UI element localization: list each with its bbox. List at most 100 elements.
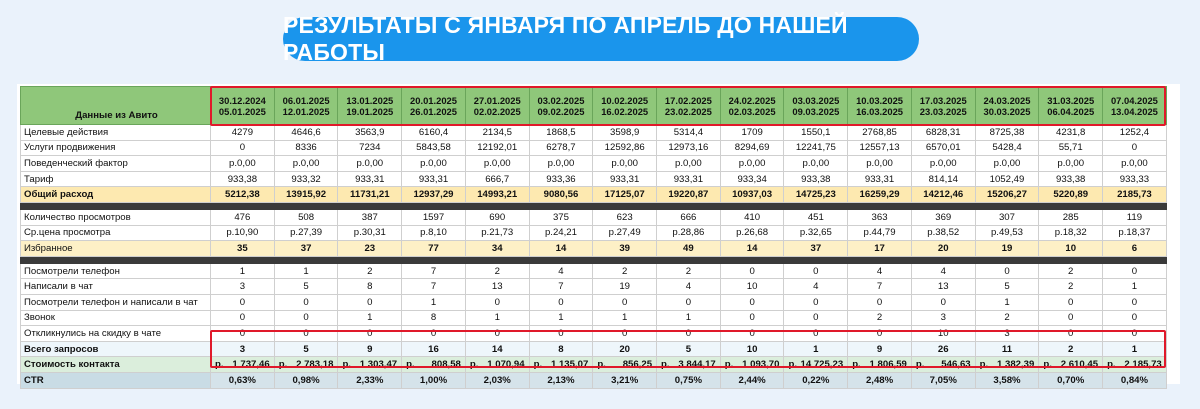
table-cell[interactable]: 0	[210, 309, 275, 327]
table-cell[interactable]: 0	[719, 262, 785, 280]
period-header-cell[interactable]: 24.02.2025 02.03.2025	[719, 86, 785, 125]
table-cell[interactable]: 2	[1038, 262, 1104, 280]
table-cell[interactable]: 14	[719, 240, 785, 257]
table-cell[interactable]: 8294,69	[719, 139, 785, 157]
table-cell[interactable]: 933,31	[337, 170, 403, 188]
table-cell[interactable]: 2134,5	[464, 124, 530, 141]
table-cell[interactable]: 1,00%	[401, 371, 466, 389]
table-cell[interactable]: 451	[783, 208, 849, 226]
table-cell[interactable]: 0	[1038, 293, 1104, 311]
table-cell[interactable]: 1052,49	[974, 170, 1040, 188]
row-label[interactable]: Поведенческий фактор	[20, 155, 211, 172]
table-cell[interactable]: 17125,07	[592, 186, 658, 203]
table-cell[interactable]: 2	[1038, 278, 1104, 295]
table-cell[interactable]: р.30,31	[337, 224, 403, 242]
table-cell[interactable]: 933,33	[1102, 170, 1167, 188]
table-cell[interactable]: 19220,87	[656, 186, 721, 203]
table-cell[interactable]: 933,31	[592, 170, 658, 188]
table-cell[interactable]: 363	[847, 208, 912, 226]
row-label[interactable]: Услуги продвижения	[20, 139, 211, 157]
table-cell[interactable]: р. 546,63	[910, 356, 976, 373]
table-cell[interactable]: 1868,5	[528, 124, 594, 141]
table-cell[interactable]: 7	[528, 278, 594, 295]
period-header-cell[interactable]: 31.03.2025 06.04.2025	[1038, 86, 1104, 125]
table-cell[interactable]: 1	[528, 309, 594, 327]
period-header-cell[interactable]: 17.02.2025 23.02.2025	[656, 86, 721, 125]
table-cell[interactable]: р.0,00	[1038, 155, 1104, 172]
table-cell[interactable]: р.27,39	[273, 224, 339, 242]
table-cell[interactable]: 0	[719, 293, 785, 311]
table-cell[interactable]: р.0,00	[337, 155, 403, 172]
table-cell[interactable]: 369	[910, 208, 976, 226]
table-cell[interactable]: 933,36	[528, 170, 594, 188]
row-label[interactable]: Избранное	[20, 240, 211, 257]
table-cell[interactable]: 14212,46	[910, 186, 976, 203]
table-cell[interactable]: 0	[910, 293, 976, 311]
table-cell[interactable]: 0	[1102, 139, 1167, 157]
table-cell[interactable]: 23	[337, 240, 403, 257]
table-cell[interactable]: 1	[656, 309, 721, 327]
table-cell[interactable]: 1709	[719, 124, 785, 141]
row-label[interactable]: Посмотрели телефон и написали в чат	[20, 293, 211, 311]
table-cell[interactable]: р.8,10	[401, 224, 466, 242]
table-cell[interactable]: 0	[210, 139, 275, 157]
table-cell[interactable]: 20	[910, 240, 976, 257]
table-cell[interactable]: 19	[974, 240, 1040, 257]
table-cell[interactable]: 14	[464, 340, 530, 358]
table-cell[interactable]: р. 2 610,45	[1038, 356, 1104, 373]
table-cell[interactable]: р.18,37	[1102, 224, 1167, 242]
table-cell[interactable]: 10	[1038, 240, 1104, 257]
table-cell[interactable]: 4279	[210, 124, 275, 141]
table-cell[interactable]: р.0,00	[273, 155, 339, 172]
table-cell[interactable]: 3,21%	[592, 371, 658, 389]
table-cell[interactable]: 12937,29	[401, 186, 466, 203]
table-cell[interactable]: 1	[592, 309, 658, 327]
table-cell[interactable]: 623	[592, 208, 658, 226]
table-cell[interactable]: 14725,23	[783, 186, 849, 203]
table-cell[interactable]: 10	[719, 340, 785, 358]
table-cell[interactable]: р.44,79	[847, 224, 912, 242]
table-cell[interactable]: 12557,13	[847, 139, 912, 157]
table-cell[interactable]: р.28,86	[656, 224, 721, 242]
table-cell[interactable]: р. 2 783,18	[273, 356, 339, 373]
table-cell[interactable]: 0	[1038, 309, 1104, 327]
table-cell[interactable]: 11731,21	[337, 186, 403, 203]
row-label[interactable]: Общий расход	[20, 186, 211, 203]
table-cell[interactable]: р.0,00	[1102, 155, 1167, 172]
table-cell[interactable]: 933,38	[210, 170, 275, 188]
table-cell[interactable]: 39	[592, 240, 658, 257]
table-cell[interactable]: 1	[401, 293, 466, 311]
table-cell[interactable]: р. 3 844,17	[656, 356, 721, 373]
table-cell[interactable]: 2185,73	[1102, 186, 1167, 203]
table-cell[interactable]: 666,7	[464, 170, 530, 188]
table-cell[interactable]: 933,32	[273, 170, 339, 188]
table-cell[interactable]: 0	[1102, 293, 1167, 311]
table-cell[interactable]: 2,33%	[337, 371, 403, 389]
table-cell[interactable]: 0	[210, 293, 275, 311]
table-cell[interactable]: 0	[273, 309, 339, 327]
table-cell[interactable]: 8725,38	[974, 124, 1040, 141]
table-cell[interactable]: 77	[401, 240, 466, 257]
table-cell[interactable]: 5843,58	[401, 139, 466, 157]
table-cell[interactable]: 9	[847, 340, 912, 358]
table-cell[interactable]: р.0,00	[847, 155, 912, 172]
table-cell[interactable]: р.0,00	[528, 155, 594, 172]
table-cell[interactable]: 307	[974, 208, 1040, 226]
table-cell[interactable]: р. 1 382,39	[974, 356, 1040, 373]
table-cell[interactable]: 1550,1	[783, 124, 849, 141]
table-cell[interactable]: 7,05%	[910, 371, 976, 389]
table-cell[interactable]: 119	[1102, 208, 1167, 226]
table-cell[interactable]: 6	[1102, 240, 1167, 257]
table-cell[interactable]: 1	[210, 262, 275, 280]
table-cell[interactable]: 0	[847, 293, 912, 311]
table-cell[interactable]: 2768,85	[847, 124, 912, 141]
table-cell[interactable]: 0	[783, 309, 849, 327]
period-header-cell[interactable]: 20.01.2025 26.01.2025	[401, 86, 466, 125]
table-cell[interactable]: 0	[1102, 262, 1167, 280]
table-cell[interactable]: 2	[847, 309, 912, 327]
table-cell[interactable]: 8	[337, 278, 403, 295]
table-cell[interactable]: 1	[974, 293, 1040, 311]
row-label[interactable]: Целевые действия	[20, 124, 211, 141]
table-cell[interactable]: 1252,4	[1102, 124, 1167, 141]
table-cell[interactable]: 1	[273, 262, 339, 280]
